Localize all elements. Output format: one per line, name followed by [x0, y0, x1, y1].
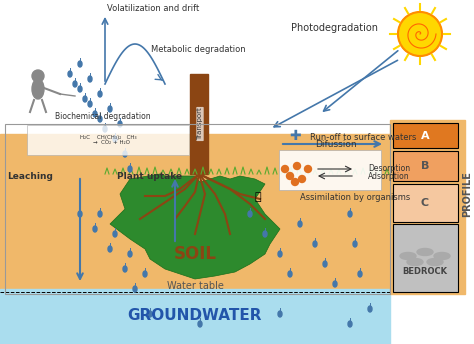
Circle shape	[282, 165, 289, 172]
Ellipse shape	[407, 258, 423, 266]
Ellipse shape	[98, 116, 102, 122]
Text: B: B	[421, 161, 429, 171]
Ellipse shape	[93, 226, 97, 232]
Ellipse shape	[88, 101, 92, 107]
Ellipse shape	[263, 231, 267, 237]
FancyBboxPatch shape	[393, 123, 458, 148]
Ellipse shape	[128, 166, 132, 172]
Ellipse shape	[133, 286, 137, 292]
Ellipse shape	[368, 306, 372, 312]
Ellipse shape	[118, 121, 122, 127]
Circle shape	[293, 162, 301, 170]
Text: Desorption: Desorption	[368, 163, 410, 172]
Ellipse shape	[32, 79, 44, 99]
Ellipse shape	[288, 271, 292, 277]
Ellipse shape	[108, 106, 112, 112]
Text: Leaching: Leaching	[7, 172, 53, 181]
Text: GROUNDWATER: GROUNDWATER	[128, 309, 262, 323]
Bar	[0, 134, 390, 294]
Ellipse shape	[103, 126, 107, 132]
Ellipse shape	[143, 271, 147, 277]
Ellipse shape	[434, 252, 450, 259]
Ellipse shape	[248, 211, 252, 217]
Text: SOIL: SOIL	[173, 245, 217, 263]
Circle shape	[299, 175, 306, 183]
Text: H₂C    CH(CH₃)₂   CH₃
    →  CO₂ + H₂O: H₂C CH(CH₃)₂ CH₃ → CO₂ + H₂O	[80, 135, 137, 146]
Bar	[5, 124, 390, 294]
Ellipse shape	[353, 241, 357, 247]
Text: A: A	[421, 131, 429, 141]
Text: 🐿: 🐿	[255, 192, 261, 202]
Ellipse shape	[68, 71, 72, 77]
Ellipse shape	[298, 221, 302, 227]
Ellipse shape	[333, 281, 337, 287]
Text: BEDROCK: BEDROCK	[402, 268, 447, 277]
Ellipse shape	[83, 96, 87, 102]
Circle shape	[304, 165, 311, 172]
Text: Transport: Transport	[197, 108, 203, 140]
Text: Volatilization and drift: Volatilization and drift	[107, 3, 199, 12]
Ellipse shape	[427, 258, 443, 266]
Ellipse shape	[123, 151, 127, 157]
FancyBboxPatch shape	[393, 224, 458, 292]
Circle shape	[292, 179, 299, 185]
Text: Photodegradation: Photodegradation	[292, 23, 379, 33]
Ellipse shape	[113, 231, 117, 237]
Ellipse shape	[348, 211, 352, 217]
Ellipse shape	[128, 251, 132, 257]
FancyBboxPatch shape	[279, 150, 381, 190]
Ellipse shape	[348, 321, 352, 327]
Bar	[0, 0, 390, 174]
Ellipse shape	[113, 136, 117, 142]
Ellipse shape	[323, 261, 327, 267]
Text: Plant uptake: Plant uptake	[118, 172, 182, 181]
Ellipse shape	[108, 246, 112, 252]
Text: Difussion: Difussion	[315, 140, 356, 149]
Text: ✚: ✚	[289, 129, 301, 143]
Ellipse shape	[198, 321, 202, 327]
Text: Adsorption: Adsorption	[368, 172, 410, 181]
Ellipse shape	[98, 211, 102, 217]
Text: PROFILE: PROFILE	[462, 171, 472, 217]
Ellipse shape	[417, 248, 433, 256]
Bar	[0, 289, 390, 344]
Text: Assimilation by organisms: Assimilation by organisms	[300, 193, 410, 202]
Text: Biochemical degradation: Biochemical degradation	[55, 111, 151, 120]
FancyBboxPatch shape	[393, 184, 458, 222]
Ellipse shape	[78, 61, 82, 67]
FancyBboxPatch shape	[27, 125, 189, 155]
Text: C: C	[421, 198, 429, 208]
Bar	[190, 74, 208, 174]
Ellipse shape	[278, 251, 282, 257]
Text: Water table: Water table	[166, 281, 223, 291]
Ellipse shape	[400, 252, 416, 259]
Circle shape	[286, 172, 293, 180]
Bar	[390, 120, 465, 294]
Circle shape	[32, 70, 44, 82]
FancyBboxPatch shape	[393, 151, 458, 181]
Ellipse shape	[148, 311, 152, 317]
Ellipse shape	[123, 266, 127, 272]
Circle shape	[398, 12, 442, 56]
Text: Metabolic degradation: Metabolic degradation	[151, 44, 246, 54]
Polygon shape	[110, 174, 280, 279]
Ellipse shape	[88, 76, 92, 82]
Text: Run-off to surface waters: Run-off to surface waters	[310, 132, 416, 141]
Ellipse shape	[93, 111, 97, 117]
Ellipse shape	[313, 241, 317, 247]
Ellipse shape	[358, 271, 362, 277]
Ellipse shape	[78, 86, 82, 92]
Ellipse shape	[98, 91, 102, 97]
Ellipse shape	[278, 311, 282, 317]
Ellipse shape	[78, 211, 82, 217]
Ellipse shape	[73, 81, 77, 87]
